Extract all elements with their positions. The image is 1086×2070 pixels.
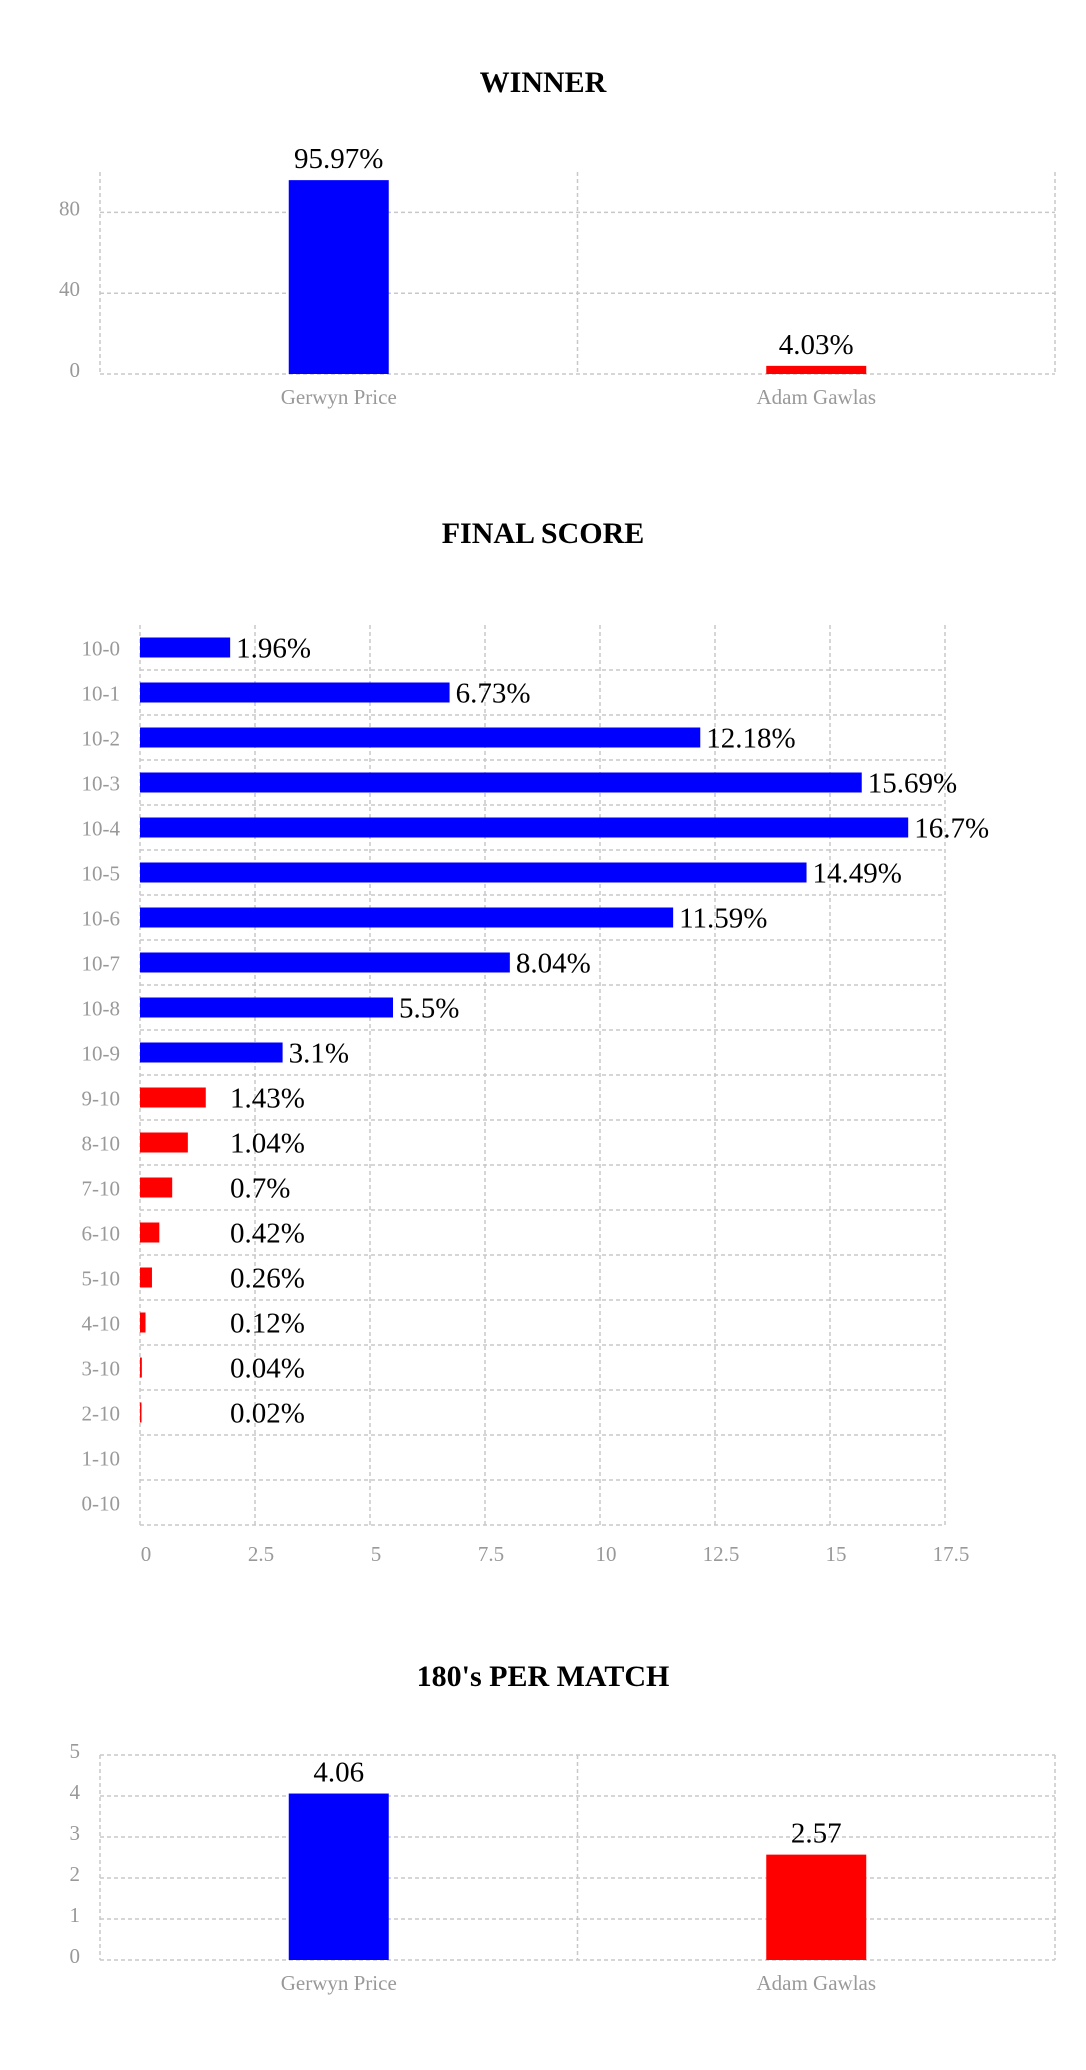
final-score-data-label: 5.5% [399, 993, 459, 1025]
one-eighties-ytick-label: 4 [70, 1780, 81, 1804]
winner-xtick-label: Adam Gawlas [756, 385, 876, 409]
final-score-bar [140, 1312, 146, 1333]
final-score-bar [140, 682, 450, 703]
winner-bar [288, 180, 389, 374]
final-score-ytick-label: 10-7 [82, 952, 121, 976]
final-score-bar [140, 1357, 142, 1378]
final-score-data-label: 0.7% [230, 1173, 290, 1205]
final-score-ytick-label: 1-10 [82, 1447, 121, 1471]
final-score-data-label: 11.59% [679, 903, 767, 935]
winner-chart: 0 40 80 95.97% Gerwyn Price 4.03% Adam Gawlas [59, 143, 1056, 409]
winner-ytick-label: 40 [59, 277, 80, 301]
final-score-bar [140, 997, 393, 1018]
final-score-ytick-label: 4-10 [82, 1312, 121, 1336]
winner-bar [766, 365, 867, 374]
final-score-bar [140, 907, 674, 928]
final-score-ytick-label: 5-10 [82, 1267, 121, 1291]
final-score-data-label: 8.04% [516, 948, 591, 980]
final-score-xtick-label: 10 [596, 1542, 617, 1566]
one-eighties-ytick-label: 3 [70, 1821, 81, 1845]
final-score-ytick-label: 10-9 [82, 1042, 121, 1066]
one-eighties-data-label: 4.06 [313, 1757, 364, 1789]
final-score-bar [140, 1132, 188, 1153]
final-score-ytick-label: 10-3 [82, 772, 121, 796]
final-score-data-label: 14.49% [813, 858, 902, 890]
final-score-data-label: 1.43% [230, 1083, 305, 1115]
one-eighties-bar [766, 1854, 867, 1960]
final-score-ytick-label: 10-1 [82, 682, 121, 706]
final-score-bar [140, 862, 807, 883]
one-eighties-ytick-label: 1 [70, 1903, 81, 1927]
final-score-ytick-label: 2-10 [82, 1402, 121, 1426]
final-score-bar [140, 1267, 152, 1288]
final-score-ytick-label: 10-6 [82, 907, 121, 931]
winner-data-label: 95.97% [294, 143, 383, 175]
final-score-bar [140, 1402, 142, 1423]
final-score-bar [140, 817, 909, 838]
final-score-data-label: 0.04% [230, 1353, 305, 1385]
final-score-xtick-label: 2.5 [248, 1542, 274, 1566]
one-eighties-data-label: 2.57 [791, 1818, 842, 1850]
final-score-data-label: 0.12% [230, 1308, 305, 1340]
final-score-data-label: 3.1% [289, 1038, 349, 1070]
one-eighties-chart-title: 180's PER MATCH [416, 1660, 670, 1693]
winner-data-label: 4.03% [779, 329, 854, 361]
one-eighties-ytick-label: 0 [70, 1944, 81, 1968]
one-eighties-ytick-label: 2 [70, 1862, 81, 1886]
one-eighties-xtick-label: Gerwyn Price [281, 1971, 397, 1995]
final-score-ytick-label: 8-10 [82, 1132, 121, 1156]
final-score-bar [140, 1042, 283, 1063]
final-score-bar [140, 727, 701, 748]
final-score-data-label: 16.7% [914, 813, 989, 845]
final-score-data-label: 15.69% [868, 768, 957, 800]
final-score-chart: 0 2.5 5 7.5 10 12.5 15 17.5 10-0 1.96% 10-1 6.73% 10… [82, 625, 989, 1566]
final-score-xtick-label: 15 [826, 1542, 847, 1566]
final-score-ytick-label: 3-10 [82, 1357, 121, 1381]
one-eighties-ytick-label: 5 [70, 1739, 81, 1763]
one-eighties-bar [288, 1793, 389, 1960]
final-score-ytick-label: 10-4 [82, 817, 121, 841]
final-score-ytick-label: 6-10 [82, 1222, 121, 1246]
final-score-xtick-label: 5 [371, 1542, 382, 1566]
one-eighties-xtick-label: Adam Gawlas [756, 1971, 876, 1995]
final-score-data-label: 0.42% [230, 1218, 305, 1250]
final-score-xtick-label: 12.5 [703, 1542, 740, 1566]
final-score-data-label: 12.18% [706, 723, 795, 755]
final-score-bar [140, 772, 862, 793]
final-score-ytick-label: 10-5 [82, 862, 121, 886]
winner-xtick-label: Gerwyn Price [281, 385, 397, 409]
final-score-ytick-label: 10-0 [82, 637, 121, 661]
final-score-xtick-label: 0 [141, 1542, 152, 1566]
final-score-bar [140, 1222, 160, 1243]
final-score-bar [140, 952, 510, 973]
winner-chart-title: WINNER [479, 66, 607, 99]
final-score-ytick-label: 10-8 [82, 997, 121, 1021]
final-score-data-label: 6.73% [456, 678, 531, 710]
final-score-xtick-label: 7.5 [478, 1542, 504, 1566]
final-score-bar [140, 637, 231, 658]
final-score-bar [140, 1177, 173, 1198]
one-eighties-chart: 0 1 2 3 4 5 4.06 Gerwyn Price 2.57 Adam Gawlas [70, 1739, 1056, 1995]
final-score-xtick-label: 17.5 [933, 1542, 970, 1566]
final-score-ytick-label: 9-10 [82, 1087, 121, 1111]
final-score-data-label: 0.26% [230, 1263, 305, 1295]
winner-ytick-label: 0 [70, 358, 81, 382]
final-score-data-label: 1.96% [236, 633, 311, 665]
final-score-ytick-label: 0-10 [82, 1492, 121, 1516]
winner-ytick-label: 80 [59, 196, 80, 220]
final-score-ytick-label: 7-10 [82, 1177, 121, 1201]
final-score-bar [140, 1087, 206, 1108]
final-score-data-label: 1.04% [230, 1128, 305, 1160]
final-score-data-label: 0.02% [230, 1398, 305, 1430]
final-score-ytick-label: 10-2 [82, 727, 121, 751]
final-score-chart-title: FINAL SCORE [441, 517, 645, 550]
